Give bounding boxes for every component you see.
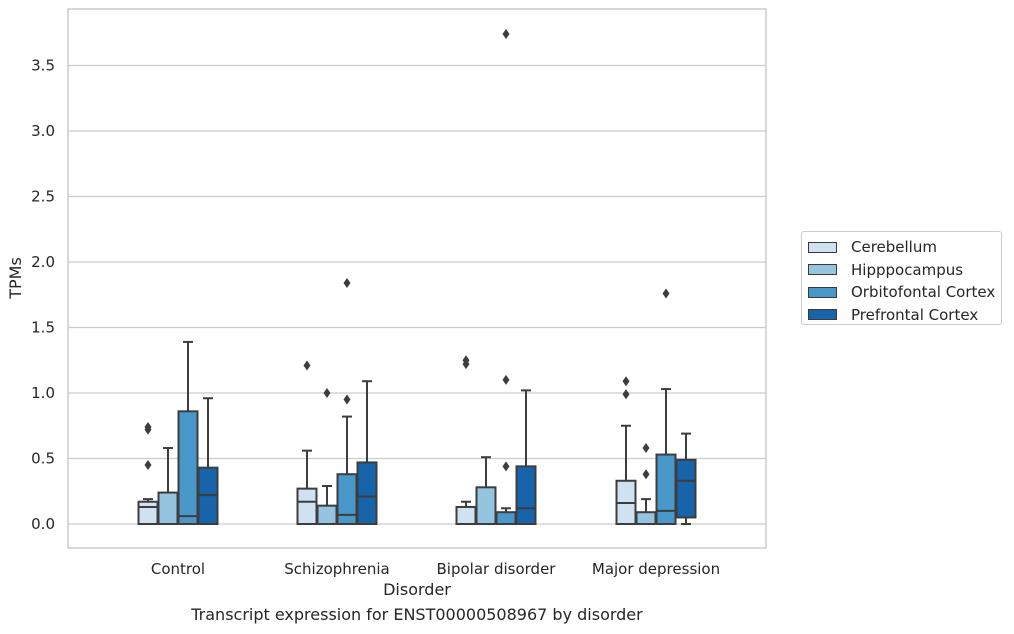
outlier-point (622, 376, 630, 387)
box (296, 487, 318, 526)
box-orbitofontal-cortex (336, 277, 358, 525)
box-hipppocampus (157, 447, 179, 525)
x-tick-label: Bipolar disorder (437, 560, 557, 578)
box (316, 504, 338, 526)
box-orbitofontal-cortex (655, 288, 677, 526)
box-cerebellum (455, 355, 477, 526)
outlier-point (343, 394, 351, 405)
legend-item: Hipppocampus (808, 259, 1001, 282)
outlier-point (502, 374, 510, 385)
box-prefrontal-cortex (197, 397, 219, 526)
legend-label: Cerebellum (851, 238, 937, 257)
y-tick-label: 3.0 (31, 122, 55, 140)
box-cerebellum (296, 360, 318, 526)
legend-swatch (808, 241, 837, 253)
y-axis-label: TPMs (6, 257, 25, 300)
box (475, 486, 497, 526)
box-prefrontal-cortex (356, 380, 378, 525)
outlier-point (502, 29, 510, 40)
y-tick-label: 3.5 (31, 57, 55, 75)
box (495, 511, 517, 526)
legend-swatch (808, 309, 837, 321)
legend-swatch (808, 286, 837, 298)
box-hipppocampus (475, 456, 497, 526)
outlier-point (144, 422, 152, 433)
y-tick-label: 0.5 (31, 450, 55, 468)
box (515, 465, 537, 525)
outlier-point (343, 277, 351, 288)
x-tick-labels: Control Schizophrenia Bipolar disorder Majo… (151, 560, 720, 578)
legend-item: Cerebellum (808, 236, 1001, 259)
x-axis-label: Disorder (383, 580, 451, 599)
box-cerebellum (615, 376, 637, 525)
outlier-point (642, 469, 650, 480)
box-hipppocampus (635, 443, 657, 526)
legend-label: Prefrontal Cortex (851, 305, 979, 324)
box (356, 461, 378, 525)
y-tick-label: 2.5 (31, 188, 55, 206)
y-tick-label: 0.0 (31, 515, 55, 533)
legend: Cerebellum Hipppocampus Orbitofontal Corte… (801, 231, 1002, 325)
box-prefrontal-cortex (515, 389, 537, 525)
y-tick-labels: 0.0 0.5 1.0 1.5 2.0 2.5 3.0 3.5 (31, 57, 55, 534)
box (635, 511, 657, 526)
box (336, 473, 358, 525)
legend-label: Hipppocampus (851, 260, 964, 279)
x-tick-label: Schizophrenia (284, 560, 389, 578)
x-tick-label: Major depression (592, 560, 720, 578)
legend-label: Orbitofontal Cortex (851, 283, 996, 302)
outlier-point (662, 288, 670, 299)
y-tick-label: 1.5 (31, 319, 55, 337)
outlier-point (144, 460, 152, 471)
box (177, 410, 199, 525)
box-plot-boxes (137, 29, 697, 526)
outlier-point (642, 443, 650, 454)
legend-swatch (808, 264, 837, 276)
figure-caption: Transcript expression for ENST0000050896… (191, 605, 643, 624)
box-hipppocampus (316, 388, 338, 526)
box (655, 453, 677, 526)
y-tick-label: 2.0 (31, 253, 55, 271)
box-orbitofontal-cortex (495, 29, 517, 526)
x-tick-label: Control (151, 560, 205, 578)
box-prefrontal-cortex (675, 432, 697, 525)
box (137, 500, 159, 526)
box-cerebellum (137, 422, 159, 526)
outlier-point (502, 461, 510, 472)
outlier-point (323, 388, 331, 398)
outlier-point (622, 389, 630, 400)
box (157, 491, 179, 525)
legend-item: Orbitofontal Cortex (808, 281, 1001, 304)
box-orbitofontal-cortex (177, 340, 199, 525)
y-tick-label: 1.0 (31, 384, 55, 402)
box (675, 458, 697, 519)
legend-item: Prefrontal Cortex (808, 304, 1001, 327)
box (455, 505, 477, 526)
plot-frame (67, 8, 767, 549)
outlier-point (303, 360, 311, 371)
outlier-point (462, 355, 470, 366)
